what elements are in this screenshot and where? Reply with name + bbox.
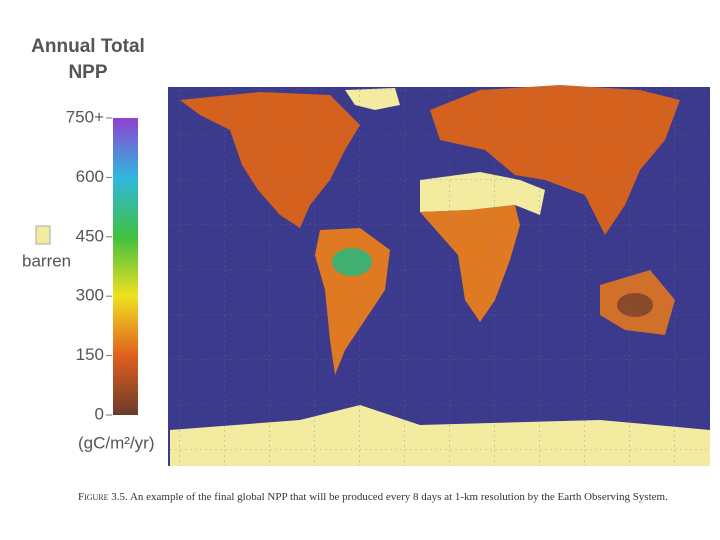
- barren-label: barren: [22, 251, 71, 270]
- caption: Figure 3.5. An example of the final glob…: [78, 491, 668, 503]
- tick-label: 0: [95, 404, 104, 423]
- tick-label: 450: [76, 226, 104, 245]
- map: [168, 85, 710, 466]
- tick-label: 750+: [66, 107, 104, 126]
- unit-label: (gC/m²/yr): [78, 433, 154, 452]
- caption-text: An example of the final global NPP that …: [130, 491, 668, 503]
- barren-swatch: [35, 225, 51, 245]
- graticule: [168, 87, 710, 466]
- tick-label: 300: [76, 286, 104, 305]
- caption-label: Figure 3.5.: [78, 491, 128, 503]
- tick-label: 600: [76, 167, 104, 186]
- legend-title: Annual Total: [31, 36, 145, 57]
- tick-label: 150: [76, 345, 104, 364]
- legend-title: NPP: [68, 62, 107, 83]
- color-bar: [113, 118, 138, 415]
